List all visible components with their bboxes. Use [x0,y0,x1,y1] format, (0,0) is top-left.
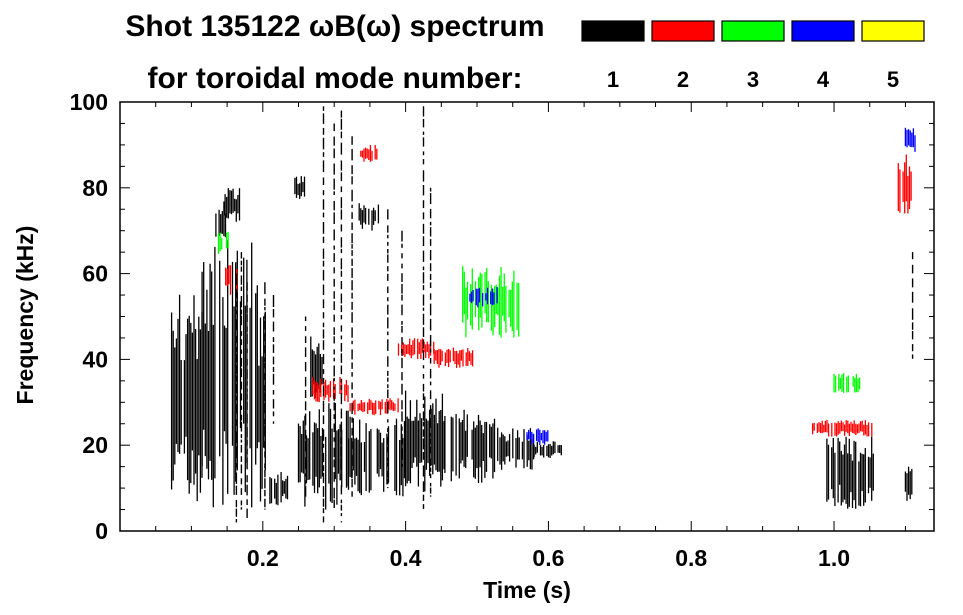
y-tick-label-80: 80 [82,175,108,201]
spectral-region-n1-6 [269,472,289,506]
spectral-region-n1-9 [404,390,445,492]
spectral-region-n1-16 [904,466,913,501]
x-tick-label-0.2: 0.2 [247,545,279,571]
spectral-region-n4-29 [904,127,916,152]
x-tick-label-0.4: 0.4 [390,545,422,571]
legend-label-3: 3 [747,67,759,92]
spectral-region-n3-26 [833,373,861,393]
spectral-region-n1-4 [224,188,241,222]
spectral-region-n2-24 [897,154,912,214]
spectral-region-n1-12 [533,441,562,458]
x-tick-label-1.0: 1.0 [818,545,850,571]
spectral-region-n3-27 [217,231,229,254]
legend-label-5: 5 [887,67,899,92]
legend-label-2: 2 [677,67,689,92]
spectral-region-n4-30 [526,428,549,445]
spectral-region-n1-0 [170,294,203,502]
spectral-region-n2-22 [433,347,474,368]
y-axis-label: Frequency (kHz) [12,226,38,405]
y-tick-label-20: 20 [82,432,108,458]
spectral-region-n2-20 [349,398,399,416]
spectral-region-n1-5 [215,201,227,238]
spectral-region-n2-18 [360,145,378,162]
chart-title-line2: for toroidal mode number: [148,62,523,95]
spectral-region-n1-8 [347,416,406,497]
spectral-region-n1-3 [294,176,306,199]
y-tick-label-0: 0 [95,518,108,544]
mode-number-legend: 1 2 3 4 5 [581,20,925,92]
chart-title-line1: Shot 135122 ωB(ω) spectrum [125,10,544,43]
legend-swatch-3 [721,20,785,42]
x-axis-label: Time (s) [483,577,571,603]
legend-label-1: 1 [607,67,619,92]
legend-swatch-4 [791,20,855,42]
spectral-region-n3-25 [462,265,520,338]
legend-swatch-1 [581,20,645,42]
y-tick-label-60: 60 [82,261,108,287]
x-tick-label-0.6: 0.6 [532,545,564,571]
spectral-region-n1-14 [358,203,380,231]
spectral-region-n1-11 [499,428,535,470]
spectral-region-n1-2 [255,285,266,502]
legend-swatch-2 [651,20,715,42]
spectral-region-n2-17 [225,265,238,295]
spectral-region-n1-15 [826,436,874,509]
spectral-region-n2-19 [312,376,349,403]
x-tick-label-0.8: 0.8 [675,545,707,571]
plot-area [170,106,916,523]
legend-label-4: 4 [817,67,830,92]
spectral-region-n1-10 [444,409,499,483]
legend-swatch-5 [861,20,925,42]
spectral-region-n2-23 [811,419,873,437]
spectral-region-n4-28 [469,287,498,308]
y-tick-label-100: 100 [70,89,108,115]
axes: 0.2 0.4 0.6 0.8 1.0 0 20 40 60 80 100 [70,89,935,571]
spectral-region-n2-21 [397,338,435,360]
y-tick-label-40: 40 [82,346,108,372]
